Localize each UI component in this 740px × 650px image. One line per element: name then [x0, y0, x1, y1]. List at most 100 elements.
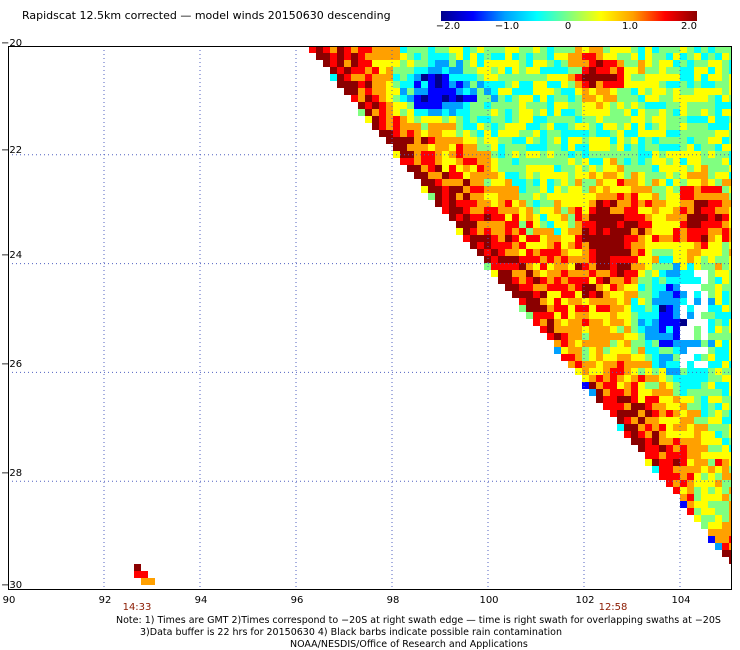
wind-cell [428, 102, 435, 109]
wind-cell [575, 95, 582, 102]
wind-cell [547, 130, 554, 137]
wind-cell [617, 270, 624, 277]
wind-cell [666, 46, 673, 53]
wind-cell [596, 396, 603, 403]
wind-cell [659, 88, 666, 95]
wind-cell [484, 144, 491, 151]
wind-cell [722, 494, 729, 501]
wind-cell [729, 389, 732, 396]
wind-cell [526, 74, 533, 81]
wind-cell [610, 109, 617, 116]
wind-cell [372, 46, 379, 53]
wind-cell [372, 67, 379, 74]
wind-cell [659, 53, 666, 60]
wind-cell [470, 200, 477, 207]
wind-cell [407, 158, 414, 165]
wind-cell [498, 235, 505, 242]
wind-cell [701, 235, 708, 242]
wind-cell [722, 88, 729, 95]
wind-cell [617, 200, 624, 207]
wind-cell [694, 417, 701, 424]
wind-cell [575, 368, 582, 375]
wind-cell [673, 137, 680, 144]
wind-cell [631, 382, 638, 389]
wind-cell [393, 53, 400, 60]
wind-cell [554, 291, 561, 298]
wind-cell [610, 74, 617, 81]
wind-cell [673, 130, 680, 137]
wind-cell [561, 298, 568, 305]
wind-cell [729, 109, 732, 116]
wind-cell [589, 165, 596, 172]
wind-cell [652, 200, 659, 207]
wind-cell [645, 298, 652, 305]
wind-cell [568, 221, 575, 228]
wind-cell [505, 214, 512, 221]
wind-cell [519, 291, 526, 298]
wind-cell [337, 81, 344, 88]
wind-cell [652, 88, 659, 95]
wind-cell [722, 333, 729, 340]
wind-cell [610, 354, 617, 361]
wind-cell [568, 291, 575, 298]
wind-cell [568, 95, 575, 102]
wind-cell [652, 438, 659, 445]
wind-cell [589, 368, 596, 375]
wind-cell [519, 214, 526, 221]
wind-cell [582, 116, 589, 123]
wind-cell [484, 74, 491, 81]
wind-cell [512, 284, 519, 291]
wind-cell [463, 88, 470, 95]
wind-cell [512, 172, 519, 179]
wind-cell [638, 431, 645, 438]
wind-cell [533, 228, 540, 235]
wind-cell [673, 242, 680, 249]
wind-cell [554, 123, 561, 130]
wind-cell [729, 200, 732, 207]
wind-cell [526, 137, 533, 144]
wind-cell [722, 354, 729, 361]
wind-cell [666, 277, 673, 284]
wind-cell [701, 410, 708, 417]
wind-cell [645, 305, 652, 312]
wind-cell [617, 242, 624, 249]
wind-cell [337, 60, 344, 67]
wind-cell [666, 312, 673, 319]
wind-cell [638, 396, 645, 403]
wind-cell [708, 200, 715, 207]
colorbar-tick-label: 1.0 [622, 21, 638, 32]
wind-cell [680, 319, 687, 326]
wind-cell [540, 53, 547, 60]
wind-cell [722, 53, 729, 60]
wind-cell [708, 53, 715, 60]
wind-cell [645, 445, 652, 452]
wind-cell [603, 81, 610, 88]
wind-cell [526, 151, 533, 158]
wind-cell [407, 46, 414, 53]
wind-cell [624, 60, 631, 67]
wind-cell [533, 60, 540, 67]
wind-cell [645, 333, 652, 340]
wind-cell [477, 81, 484, 88]
wind-cell [624, 347, 631, 354]
wind-cell [680, 438, 687, 445]
wind-cell [659, 459, 666, 466]
wind-cell [701, 249, 708, 256]
wind-cell [680, 46, 687, 53]
wind-cell [435, 137, 442, 144]
wind-cell [400, 158, 407, 165]
wind-cell [715, 165, 722, 172]
wind-cell [603, 200, 610, 207]
wind-cell [729, 277, 732, 284]
wind-cell [652, 228, 659, 235]
wind-cell [645, 354, 652, 361]
wind-cell [407, 137, 414, 144]
wind-cell [666, 95, 673, 102]
wind-cell [589, 277, 596, 284]
wind-cell [673, 459, 680, 466]
wind-cell [575, 81, 582, 88]
wind-cell [666, 298, 673, 305]
wind-cell [729, 256, 732, 263]
wind-cell [568, 354, 575, 361]
wind-cell [428, 109, 435, 116]
